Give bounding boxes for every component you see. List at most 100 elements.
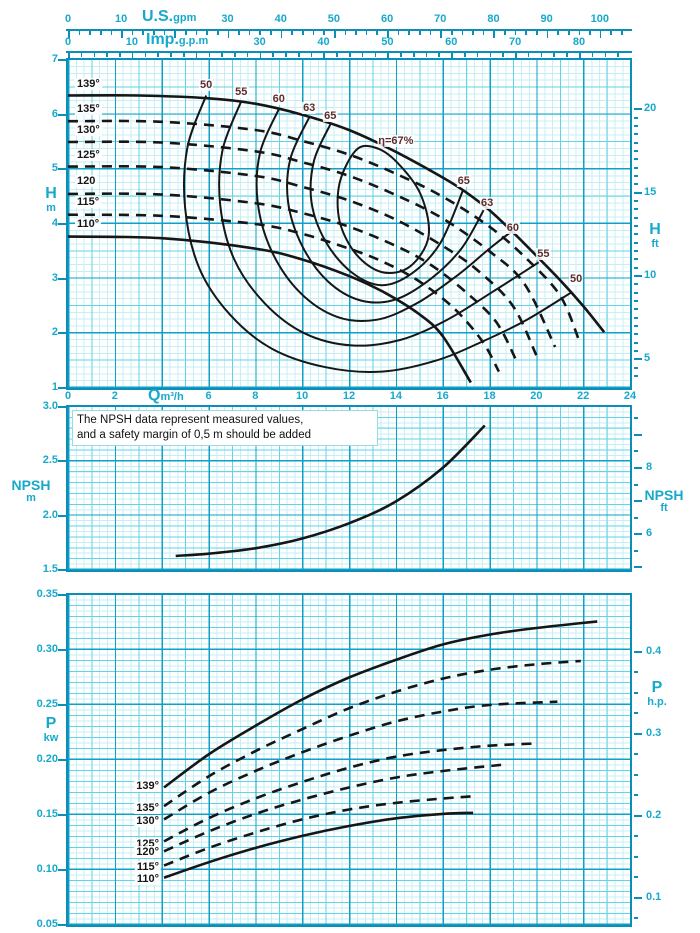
- npsh-left-tick: [58, 514, 66, 517]
- us-gpm-tick: [557, 31, 559, 35]
- power-kw-tick-label: 0.35: [36, 588, 58, 600]
- imp-gpm-tick: [170, 53, 172, 57]
- power-right-tick: [634, 773, 638, 776]
- power-kw-tick-label: 0.10: [36, 863, 58, 875]
- imp-gpm-tick: [489, 53, 492, 57]
- us-gpm-tick: [333, 31, 336, 38]
- q-tick-label: 14: [389, 390, 402, 402]
- impeller-curve-115°: [68, 213, 501, 373]
- imp-gpm-tick: [527, 53, 530, 57]
- us-gpm-tick: [408, 31, 410, 35]
- us-gpm-tick-label: 100: [590, 13, 610, 25]
- imp-gpm-tick: [412, 53, 415, 57]
- us-gpm-tick-label: 70: [434, 13, 447, 25]
- us-gpm-tick: [546, 31, 549, 38]
- efficiency-label: 63: [302, 102, 317, 115]
- us-gpm-tick: [68, 31, 70, 38]
- imp-gpm-tick: [131, 53, 134, 60]
- imp-gpm-tick: [119, 53, 121, 57]
- us-gpm-tick: [397, 31, 400, 35]
- us-gpm-tick-label: 60: [380, 13, 394, 25]
- impeller-label: 130°: [75, 123, 102, 136]
- imp-gpm-tick: [425, 53, 428, 57]
- us-gpm-tick: [291, 31, 293, 35]
- power-right-tick: [634, 794, 638, 797]
- head-right-tick: [634, 175, 638, 178]
- npsh-right-tick: [634, 566, 642, 569]
- power-right-tick: [634, 712, 638, 715]
- head-right-tick: [634, 333, 638, 336]
- us-gpm-tick: [514, 31, 517, 35]
- us-gpm-tick: [206, 31, 208, 35]
- power-series-label: 130°: [134, 814, 161, 827]
- head-right-tick: [634, 275, 642, 278]
- head-ft-tick-label: 20: [644, 102, 657, 115]
- power-right-tick: [634, 691, 638, 694]
- npsh-right-tick: [634, 467, 642, 470]
- imp-gpm-tick: [323, 53, 326, 60]
- npsh-curve: [175, 424, 486, 558]
- us-gpm-tick: [440, 31, 442, 38]
- power-hp-tick-label: 0.4: [646, 644, 662, 657]
- us-gpm-tick: [131, 31, 134, 35]
- imp-gpm-axis-title: Imp.g.p.m: [146, 31, 209, 48]
- npsh-m-tick-label: 3.0: [42, 400, 58, 412]
- head-left-tick: [58, 332, 66, 335]
- head-right-tick: [634, 150, 638, 153]
- efficiency-label: 65: [456, 175, 471, 188]
- imp-gpm-tick: [591, 53, 594, 57]
- npsh-right-tick: [634, 450, 638, 453]
- head-right-tick: [634, 341, 638, 344]
- head-m-tick-label: 5: [51, 162, 58, 175]
- npsh-right-tick: [634, 500, 642, 503]
- imp-gpm-tick: [578, 53, 581, 60]
- head-right-tick: [634, 183, 638, 186]
- head-right-tick: [634, 316, 638, 319]
- head-m-tick-label: 3: [51, 271, 58, 284]
- q-tick-label: 2: [111, 390, 118, 402]
- imp-gpm-tick: [246, 53, 249, 57]
- head-right-tick: [634, 291, 638, 294]
- power-curve-135°: [163, 659, 581, 808]
- power-series-label: 120°: [134, 846, 161, 859]
- power-kw-tick-label: 0.30: [36, 643, 58, 655]
- imp-gpm-tick: [297, 53, 300, 57]
- q-tick-label: 10: [296, 390, 309, 402]
- impeller-label: 135°: [75, 103, 102, 116]
- us-gpm-tick: [163, 31, 166, 35]
- imp-gpm-tick: [604, 53, 607, 57]
- q-tick-label: 8: [252, 390, 259, 402]
- power-series-label: 135°: [134, 802, 161, 815]
- efficiency-label: 63: [480, 197, 495, 210]
- head-ft-tick-label: 5: [644, 352, 651, 365]
- power-chart-curves: [163, 620, 598, 879]
- power-hp-tick-label: 0.2: [646, 808, 662, 821]
- npsh-m-tick-label: 2.5: [42, 454, 58, 467]
- head-right-tick: [634, 250, 638, 253]
- head-chart-curves: [68, 94, 606, 384]
- impeller-label: 115°: [75, 196, 102, 209]
- us-gpm-tick: [110, 31, 113, 35]
- us-gpm-tick: [525, 31, 527, 35]
- head-right-tick: [634, 125, 638, 128]
- imp-gpm-tick: [476, 53, 479, 57]
- head-left-tick: [58, 113, 66, 116]
- power-curve-120°: [163, 763, 507, 853]
- head-right-tick: [634, 158, 638, 161]
- head-left-tick: [58, 223, 66, 225]
- efficiency-label: 60: [505, 222, 521, 235]
- us-gpm-tick: [365, 31, 368, 35]
- power-right-tick: [634, 835, 638, 838]
- impeller-curve-110°: [68, 235, 472, 384]
- head-right-tick: [634, 233, 638, 236]
- us-gpm-tick: [99, 31, 102, 35]
- efficiency-contour-65: [309, 124, 464, 287]
- imp-gpm-tick: [208, 53, 211, 57]
- imp-gpm-tick: [374, 53, 377, 57]
- us-gpm-tick: [578, 31, 581, 35]
- npsh-left-tick: [58, 569, 66, 571]
- head-right-tick: [634, 133, 638, 136]
- us-gpm-tick: [78, 31, 81, 35]
